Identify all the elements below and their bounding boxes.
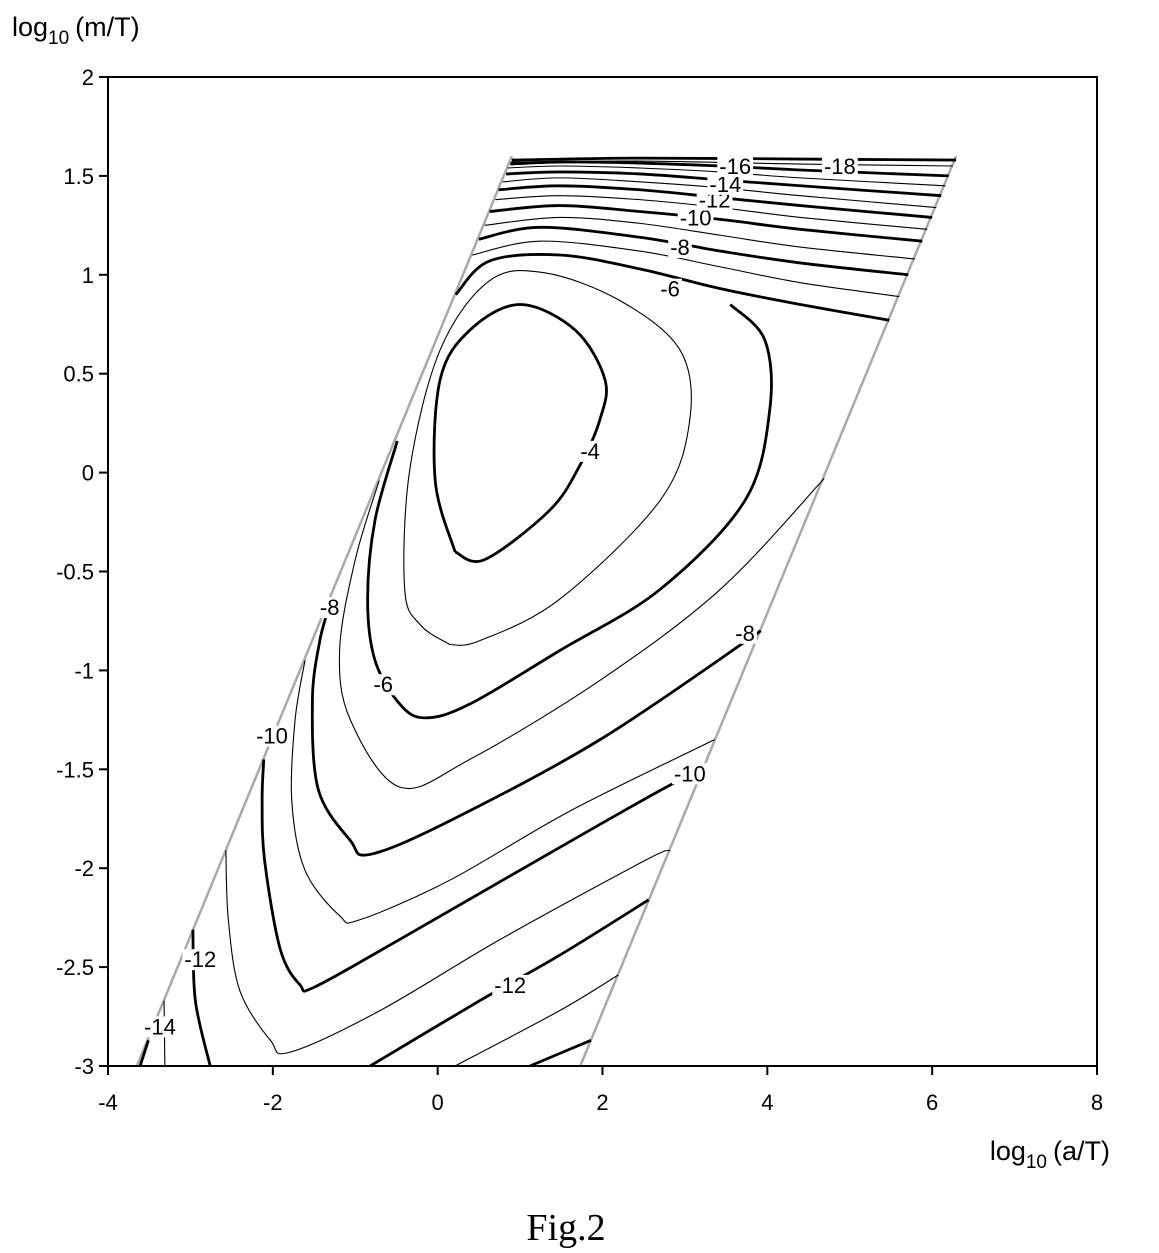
y-tick-label: 1.5: [63, 164, 94, 189]
contour-label-text: -4: [580, 439, 600, 464]
contour-line: [310, 225, 909, 857]
contour-label: -12: [696, 188, 733, 213]
contour-line: [366, 253, 890, 720]
contour-label-text: -6: [660, 277, 680, 302]
y-tick-label: 0: [82, 461, 94, 486]
contour-line: [138, 170, 942, 1068]
x-tick-label: -4: [98, 1090, 118, 1115]
contour-label-text: -18: [824, 154, 856, 179]
x-axis-label-unit: (a/T): [1053, 1136, 1110, 1166]
contour-line: [260, 204, 923, 993]
contour-label-text: -12: [494, 973, 526, 998]
contour-label-bg: [578, 440, 602, 462]
x-tick-label: 4: [761, 1090, 773, 1115]
contour-line: [163, 177, 937, 1067]
y-axis-label: log10 (m/T): [12, 12, 140, 49]
contour-label-text: -10: [674, 761, 706, 786]
contour-label-bg: [671, 763, 708, 785]
contour-line: [403, 269, 692, 646]
contour-label: -8: [317, 595, 342, 620]
y-axis-label-text: log: [12, 12, 48, 42]
y-tick-label: -2.5: [56, 955, 94, 980]
contour-label-bg: [492, 974, 529, 996]
contour-label: -16: [717, 154, 754, 179]
y-tick-label: 0.5: [63, 362, 94, 387]
y-tick-label: 1: [82, 263, 94, 288]
y-axis-label-unit: (m/T): [75, 12, 139, 42]
contour-label-bg: [142, 1016, 178, 1038]
contour-label-bg: [371, 674, 396, 696]
contour-line: [191, 184, 933, 1068]
y-tick-label: -0.5: [56, 560, 94, 585]
contour-line: [432, 303, 608, 563]
contour-label: -8: [733, 621, 757, 646]
contour-label: -4: [578, 439, 602, 464]
contour-label-text: -8: [320, 595, 340, 620]
contour-label: -8: [668, 235, 692, 260]
y-tick-label: 2: [82, 65, 94, 90]
x-axis-label-subscript: 10: [1026, 1152, 1047, 1173]
contour-label-text: -10: [256, 724, 288, 749]
contour-label: -6: [371, 672, 396, 697]
x-tick-label: 0: [432, 1090, 444, 1115]
contour-line: [338, 240, 900, 790]
contour-label-text: -8: [735, 621, 755, 646]
contour-label-bg: [707, 173, 744, 195]
contour-label-bg: [677, 207, 714, 229]
contour-label-bg: [182, 949, 219, 971]
y-tick-label: -1: [74, 658, 94, 683]
contour-label-bg: [821, 156, 858, 178]
contour-line: [290, 216, 915, 924]
contour-label: -10: [671, 761, 708, 786]
y-tick-label: -2: [74, 856, 94, 881]
caption: Fig.2: [526, 1207, 605, 1249]
contour-label-text: -16: [719, 154, 751, 179]
x-axis-label-text: log: [990, 1136, 1026, 1166]
contour-label-bg: [717, 156, 754, 178]
contour-label-text: -14: [144, 1014, 176, 1039]
y-tick-label: -1.5: [56, 757, 94, 782]
y-tick-label: -3: [74, 1054, 94, 1079]
y-axis-label-subscript: 10: [48, 28, 69, 49]
contour-label: -14: [142, 1014, 178, 1039]
plot-frame: [107, 76, 1098, 1067]
contour-label: -18: [821, 154, 858, 179]
x-tick-label: 8: [1091, 1090, 1103, 1115]
contour-label: -12: [182, 947, 219, 972]
contour-label-bg: [696, 189, 733, 211]
contour-label-bg: [317, 597, 342, 619]
contour-label-bg: [254, 725, 290, 747]
x-axis-label: log10 (a/T): [990, 1136, 1110, 1173]
x-tick-label: 2: [596, 1090, 608, 1115]
contour-label-bg: [658, 278, 682, 300]
contour-line: [225, 195, 928, 1055]
contour-label-text: -12: [184, 947, 216, 972]
contour-label-text: -8: [670, 235, 690, 260]
contour-label: -12: [492, 973, 529, 998]
contour-label-bg: [668, 237, 692, 259]
contour-label-bg: [733, 622, 757, 644]
domain-boundary: [135, 155, 958, 1067]
x-tick-label: -2: [263, 1090, 283, 1115]
contour-label: -10: [254, 724, 290, 749]
contour-line: [507, 165, 946, 187]
contour-label-text: -6: [373, 672, 393, 697]
x-tick-label: 6: [926, 1090, 938, 1115]
contour-label: -6: [658, 277, 682, 302]
